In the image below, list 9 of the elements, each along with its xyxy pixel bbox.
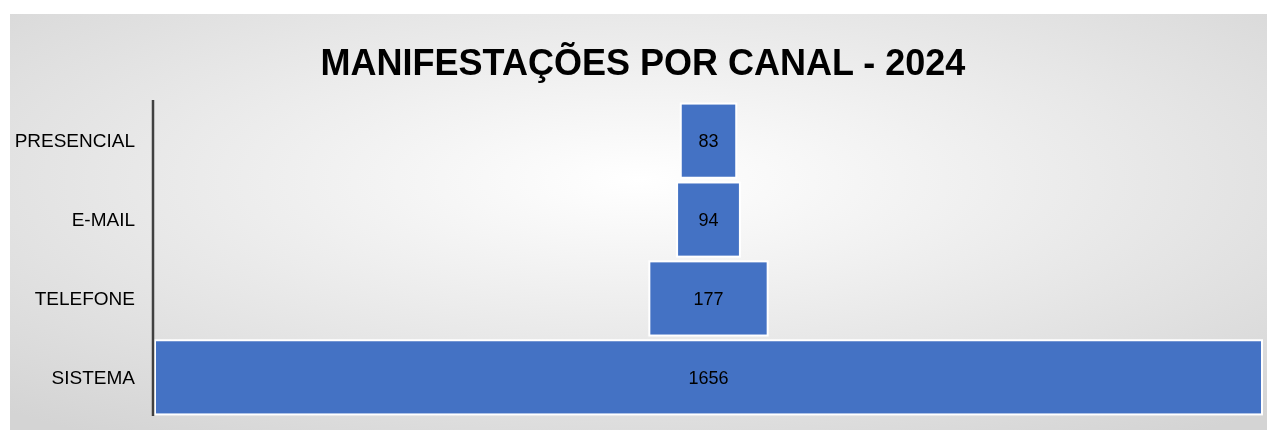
category-label: SISTEMA	[51, 366, 136, 388]
data-label: 83	[698, 130, 719, 151]
data-label: 1656	[688, 367, 729, 388]
category-label: E-MAIL	[71, 209, 135, 231]
category-label: PRESENCIAL	[14, 130, 135, 152]
data-label: 94	[698, 209, 719, 230]
data-label: 177	[693, 288, 724, 309]
text: MANIFESTAÇÕES POR CANAL - 2024	[320, 41, 966, 83]
category-label: TELEFONE	[34, 288, 135, 310]
